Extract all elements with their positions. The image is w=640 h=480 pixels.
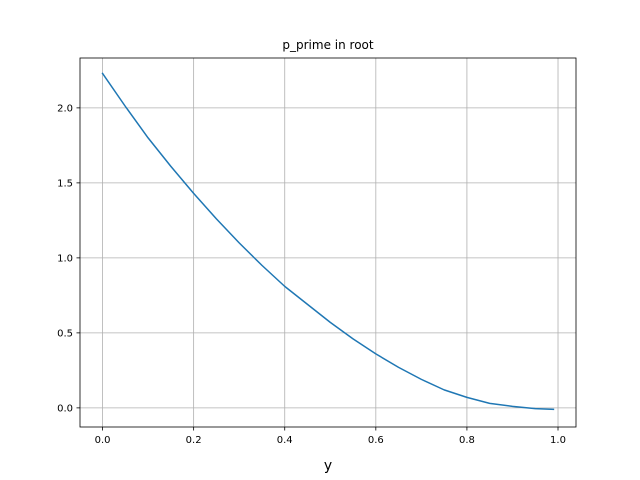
x-tick-label: 1.0 <box>550 435 566 446</box>
y-tick-label: 0.0 <box>57 403 73 414</box>
x-tick-label: 0.6 <box>368 435 384 446</box>
x-axis-label: y <box>324 458 332 474</box>
x-tick-label: 0.4 <box>277 435 293 446</box>
y-tick-label: 2.0 <box>57 103 73 114</box>
y-tick-label: 1.0 <box>57 253 73 264</box>
y-tick-label: 0.5 <box>57 328 73 339</box>
x-tick-label: 0.8 <box>459 435 475 446</box>
tick-layer: 0.0 0.2 0.4 0.6 0.8 1.0 0.0 0.5 1.0 1.5 2.0 <box>57 103 566 446</box>
chart-title: p_prime in root <box>282 38 373 52</box>
x-tick-label: 0.2 <box>186 435 202 446</box>
grid-layer <box>80 58 576 427</box>
plot-area-frame <box>79 57 577 428</box>
y-tick-label: 1.5 <box>57 178 73 189</box>
series-line <box>101 72 555 411</box>
x-tick-label: 0.0 <box>95 435 111 446</box>
series-layer <box>101 72 555 411</box>
